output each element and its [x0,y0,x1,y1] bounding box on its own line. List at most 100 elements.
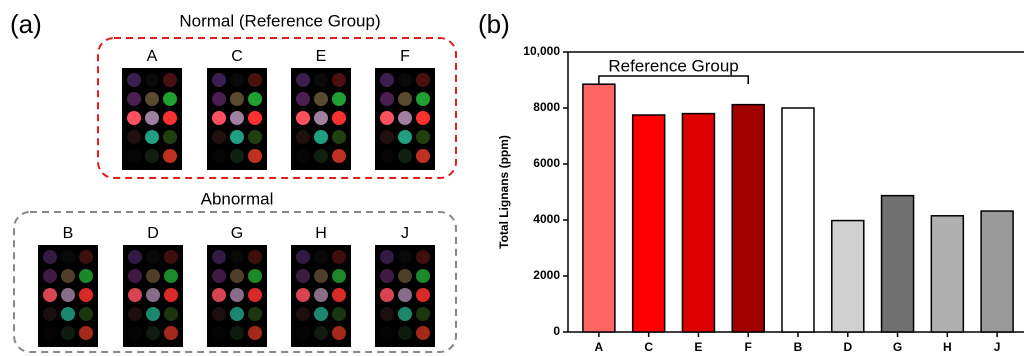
bar [832,221,864,332]
sensor-dot [128,326,142,340]
sensor-dot [127,92,141,106]
sensor-dot [398,92,412,106]
x-tick-label: J [994,340,1001,354]
sensor-dot [230,92,244,106]
sensor-dot [145,92,159,106]
sensor-dot [79,250,93,264]
sensor-dot [212,149,226,163]
sensor-dot [416,130,430,144]
y-axis-label: Total Lignans (ppm) [497,135,511,249]
sensor-dot [146,307,160,321]
sensor-dot [230,250,244,264]
sensor-dot [248,130,262,144]
sensor-dot [163,111,177,125]
sensor-dot [164,250,178,264]
sensor-dot [296,149,310,163]
sensor-dot [127,111,141,125]
sensor-dot [380,149,394,163]
sensor-dot [145,149,159,163]
sensor-dot [296,288,310,302]
sensor-dot [380,307,394,321]
sensor-dot [230,111,244,125]
sensor-dot [416,307,430,321]
sensor-dot [296,130,310,144]
sensor-dot [248,269,262,283]
group-title: Normal (Reference Group) [179,11,380,30]
sensor-dot [248,288,262,302]
sensor-dot [416,250,430,264]
sensor-dot [332,73,346,87]
sensor-dot [212,288,226,302]
sensor-dot [398,73,412,87]
sensor-dot [332,92,346,106]
bar [682,114,714,332]
sensor-dot [416,149,430,163]
sample-label: C [231,48,243,65]
sensor-dot [230,149,244,163]
panel-label: (a) [10,9,42,39]
sensor-dot [332,111,346,125]
sensor-dot [230,269,244,283]
sensor-dot [248,149,262,163]
panel-label: (b) [478,9,510,39]
bar [931,216,963,332]
sensor-dot [230,73,244,87]
sensor-dot [416,326,430,340]
sensor-dot [212,73,226,87]
sensor-dot [398,288,412,302]
sensor-dot [212,269,226,283]
bar [583,84,615,332]
sensor-dot [163,73,177,87]
sensor-dot [127,130,141,144]
figure: (a) Normal (Reference Group) Abnormal (b… [0,0,1024,356]
y-tick-label: 8000 [533,100,560,114]
sensor-dot [212,111,226,125]
x-tick-label: C [644,340,653,354]
sensor-dot [314,111,328,125]
sensor-dot [128,307,142,321]
sensor-dot [380,269,394,283]
sensor-dot [79,307,93,321]
sensor-dot [416,92,430,106]
sensor-dot [332,269,346,283]
sensor-dot [380,130,394,144]
sensor-dot [296,269,310,283]
sensor-dot [146,250,160,264]
y-tick-label: 10,000 [523,44,560,58]
sensor-dot [61,307,75,321]
sensor-dot [61,288,75,302]
sensor-dot [145,130,159,144]
sample-label: D [147,225,159,242]
sensor-dot [212,250,226,264]
sensor-dot [248,326,262,340]
sensor-dot [248,92,262,106]
sensor-dot [398,130,412,144]
sensor-dot [164,269,178,283]
y-tick-label: 2000 [533,268,560,282]
bar [981,211,1013,332]
sensor-dot [398,269,412,283]
sensor-dot [398,111,412,125]
sensor-dot [314,92,328,106]
x-tick-label: E [694,340,702,354]
x-tick-label: A [595,340,604,354]
sensor-dot [332,288,346,302]
sample-label: B [63,225,74,242]
sensor-dot [230,288,244,302]
sensor-dot [314,307,328,321]
sensor-dot [43,307,57,321]
sensor-dot [128,250,142,264]
y-tick-label: 4000 [533,212,560,226]
sensor-dot [314,288,328,302]
sensor-dot [212,130,226,144]
sensor-dot [314,250,328,264]
sensor-dot [61,250,75,264]
sensor-dot [43,250,57,264]
sensor-dot [314,326,328,340]
sensor-dot [248,307,262,321]
sensor-dot [332,250,346,264]
sensor-dot [79,326,93,340]
sensor-dot [127,73,141,87]
sensor-dot [314,130,328,144]
sensor-dot [43,326,57,340]
